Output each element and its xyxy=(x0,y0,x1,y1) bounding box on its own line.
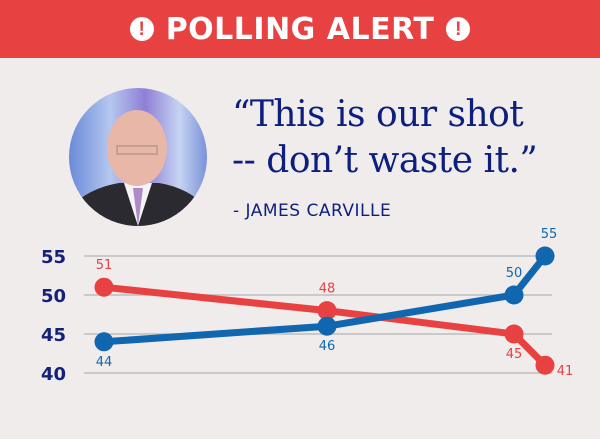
series-line xyxy=(103,283,548,368)
exclamation-circle-icon: ! xyxy=(446,17,471,41)
data-label: 50 xyxy=(506,266,523,281)
y-tick-label: 40 xyxy=(41,364,66,385)
y-tick-label: 45 xyxy=(41,325,66,346)
quote-text: “This is our shot -- don’t waste it.” xyxy=(232,92,538,184)
y-tick-label: 55 xyxy=(41,247,66,268)
data-label: 44 xyxy=(96,355,113,370)
quote-line: -- don’t waste it.” xyxy=(232,140,538,181)
data-label: 55 xyxy=(541,227,558,242)
quote-attribution: - JAMES CARVILLE xyxy=(233,201,392,221)
data-point xyxy=(504,324,524,344)
series-line xyxy=(103,253,548,346)
exclamation-circle-icon: ! xyxy=(129,17,154,41)
data-point xyxy=(317,301,337,321)
data-label: 46 xyxy=(319,339,336,354)
data-label: 41 xyxy=(557,364,574,379)
data-label: 48 xyxy=(319,282,336,297)
data-label: 51 xyxy=(96,258,113,273)
data-point xyxy=(504,285,524,305)
header-banner: ! POLLING ALERT ! xyxy=(0,0,600,58)
data-label: 45 xyxy=(506,347,523,362)
portrait-photo xyxy=(69,88,207,226)
data-point xyxy=(535,355,555,375)
data-point xyxy=(535,246,555,266)
data-point xyxy=(317,316,337,336)
data-point xyxy=(94,277,114,297)
page-title: POLLING ALERT xyxy=(165,11,435,47)
quote-line: “This is our shot xyxy=(232,94,524,135)
data-point xyxy=(94,332,114,352)
y-tick-label: 50 xyxy=(41,286,66,307)
